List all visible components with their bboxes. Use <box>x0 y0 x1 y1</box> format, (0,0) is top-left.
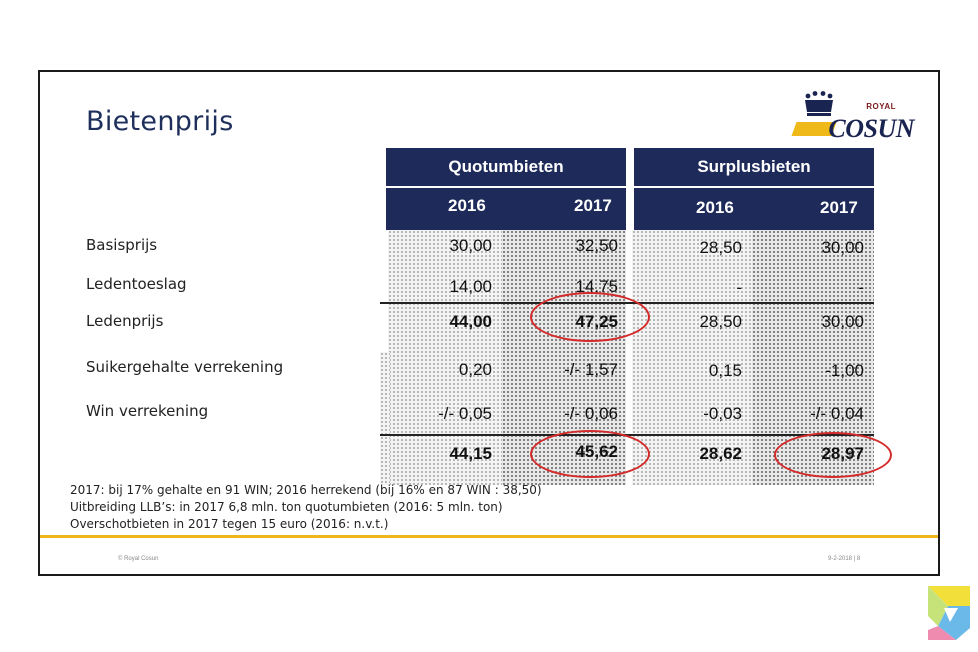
header-surplusbieten: Surplusbieten <box>634 148 874 186</box>
highlight-ring-total-q2017 <box>530 430 650 478</box>
logo-brand-text: COSUN <box>828 114 914 143</box>
cell-ledentoeslag-s2017: - <box>858 278 864 297</box>
highlight-ring-ledenprijs <box>530 292 650 342</box>
footnote-2: Uitbreiding LLB’s: in 2017 6,8 mln. ton … <box>70 500 503 514</box>
logo-royal-text: ROYAL <box>866 102 896 111</box>
year-q-2017: 2017 <box>574 196 612 215</box>
cell-suikergehalte-q2017: -/- 1,57 <box>564 360 618 379</box>
cell-ledenprijs-s2016: 28,50 <box>699 312 742 331</box>
header-surplusbieten-label: Surplusbieten <box>697 157 811 176</box>
slide-title: Bietenprijs <box>86 106 234 137</box>
footer-copyright: © Royal Cosun <box>118 556 159 562</box>
row-label-basisprijs: Basisprijs <box>86 236 158 254</box>
gold-divider <box>40 535 938 538</box>
year-bar-quotum <box>386 188 626 230</box>
cell-suikergehalte-q2016: 0,20 <box>458 360 492 379</box>
cell-basisprijs-s2016: 28,50 <box>699 238 742 257</box>
year-s-2016: 2016 <box>696 198 734 217</box>
cell-total-s2016: 28,62 <box>699 444 742 463</box>
year-bar-surplus <box>634 188 874 230</box>
footer-date-page: 9-2-2018 | 8 <box>828 556 861 562</box>
cell-suikergehalte-s2016: 0,15 <box>708 361 742 380</box>
row-label-win: Win verrekening <box>86 402 209 420</box>
year-q-2016: 2016 <box>448 196 486 215</box>
cell-win-q2016: -/- 0,05 <box>438 404 492 423</box>
cell-basisprijs-q2016: 30,00 <box>449 236 492 255</box>
cell-basisprijs-q2017: 32,50 <box>575 236 618 255</box>
header-quotumbieten: Quotumbieten <box>386 148 626 186</box>
col-bg-edge <box>380 352 390 485</box>
footnotes: 2017: bij 17% gehalte en 91 WIN; 2016 he… <box>70 482 542 533</box>
header-quotumbieten-label: Quotumbieten <box>448 157 564 176</box>
cell-ledentoeslag-q2016: 14,00 <box>449 277 492 296</box>
highlight-ring-total-s2017 <box>774 432 892 478</box>
cell-ledenprijs-q2016: 44,00 <box>449 312 492 331</box>
cell-win-s2016: -0,03 <box>703 404 742 423</box>
cell-win-q2017: -/- 0,06 <box>564 404 618 423</box>
cell-ledentoeslag-s2016: - <box>736 278 742 297</box>
watermark-logo-icon <box>928 586 970 640</box>
year-s-2017: 2017 <box>820 198 858 217</box>
footnote-1: 2017: bij 17% gehalte en 91 WIN; 2016 he… <box>70 483 542 497</box>
col-bg-s2016 <box>632 230 752 485</box>
row-label-ledentoeslag: Ledentoeslag <box>86 275 187 293</box>
cell-basisprijs-s2017: 30,00 <box>821 238 864 257</box>
col-bg-q2016 <box>388 230 502 485</box>
crown-icon <box>805 91 833 116</box>
cell-suikergehalte-s2017: -1,00 <box>825 361 864 380</box>
cosun-logo: ROYAL COSUN <box>791 88 914 146</box>
row-label-ledenprijs: Ledenprijs <box>86 312 164 330</box>
slide: Bietenprijs ROYAL COSUN Quotumbieten Sur… <box>38 70 940 576</box>
cell-ledenprijs-s2017: 30,00 <box>821 312 864 331</box>
row-label-suikergehalte: Suikergehalte verrekening <box>86 358 284 376</box>
cell-total-q2016: 44,15 <box>449 444 492 463</box>
cell-win-s2017: -/- 0,04 <box>810 404 864 423</box>
footnote-3: Overschotbieten in 2017 tegen 15 euro (2… <box>70 517 389 531</box>
